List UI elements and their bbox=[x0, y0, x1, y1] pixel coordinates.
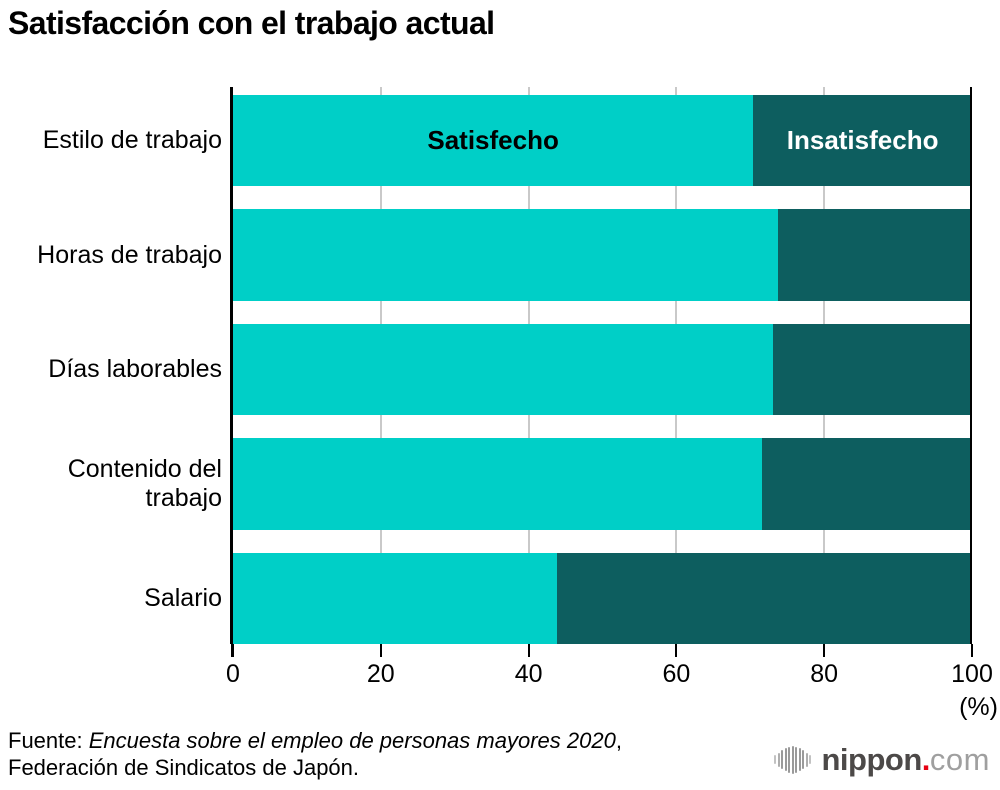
soundwave-icon bbox=[774, 745, 813, 774]
bar-segment-insatisfecho: Insatisfecho bbox=[753, 95, 972, 187]
plot-area: Satisfecho Insatisfecho bbox=[230, 87, 972, 644]
bar-segment-satisfecho bbox=[233, 552, 558, 644]
x-axis-tick bbox=[379, 644, 382, 657]
bar-segment-satisfecho bbox=[233, 323, 774, 416]
bar-row bbox=[233, 323, 972, 416]
x-axis-tick-label: 60 bbox=[662, 660, 691, 688]
category-label: Estilo de trabajo bbox=[42, 126, 222, 155]
bar-row bbox=[233, 209, 972, 301]
source-comma: , bbox=[615, 728, 622, 753]
bar-segment-satisfecho bbox=[233, 209, 779, 301]
source-line-2: Federación de Sindicatos de Japón. bbox=[8, 755, 360, 781]
category-labels: Estilo de trabajo Horas de trabajo Días la… bbox=[0, 87, 222, 644]
category-label: Contenido del trabajo bbox=[67, 454, 222, 512]
logo-dot: . bbox=[921, 742, 931, 777]
bar-row bbox=[233, 438, 972, 530]
nippon-logo: nippon. com bbox=[774, 744, 990, 775]
bar-segment-insatisfecho bbox=[773, 323, 972, 416]
x-axis-tick bbox=[527, 644, 530, 657]
bar-row bbox=[233, 552, 972, 644]
x-axis-tick-label: 20 bbox=[366, 660, 395, 688]
x-axis-unit: (%) bbox=[959, 693, 998, 721]
source-title: Encuesta sobre el empleo de personas may… bbox=[88, 728, 616, 753]
bar-row: Satisfecho Insatisfecho bbox=[233, 95, 972, 187]
x-axis-tick-label: 100 bbox=[951, 660, 993, 688]
bar-segment-insatisfecho bbox=[557, 552, 972, 644]
x-axis-tick-label: 0 bbox=[226, 660, 240, 688]
bars: Satisfecho Insatisfecho bbox=[233, 87, 972, 644]
x-axis-tick bbox=[231, 644, 234, 657]
logo-brand: nippon bbox=[821, 742, 923, 777]
logo-tld: com bbox=[929, 742, 990, 777]
x-axis-tick bbox=[971, 644, 973, 657]
source-line-1: Fuente: Encuesta sobre el empleo de pers… bbox=[8, 727, 622, 754]
y-axis-line bbox=[230, 87, 233, 644]
series-label-insatisfecho: Insatisfecho bbox=[786, 125, 939, 156]
category-label: Días laborables bbox=[48, 354, 222, 383]
x-axis-tick-label: 80 bbox=[810, 660, 839, 688]
bar-segment-satisfecho: Satisfecho bbox=[233, 95, 754, 187]
page-title: Satisfacción con el trabajo actual bbox=[8, 5, 495, 41]
source-note: Fuente: Encuesta sobre el empleo de pers… bbox=[8, 727, 622, 781]
category-label: Salario bbox=[144, 583, 222, 612]
series-label-satisfecho: Satisfecho bbox=[427, 125, 559, 156]
x-axis-tick bbox=[823, 644, 826, 657]
category-label: Horas de trabajo bbox=[37, 240, 222, 269]
bar-segment-insatisfecho bbox=[762, 438, 972, 530]
x-axis: (%) 0 20 40 60 80 100 bbox=[226, 644, 998, 734]
right-frame-line bbox=[970, 87, 972, 644]
bar-segment-insatisfecho bbox=[778, 209, 972, 301]
x-axis-tick bbox=[675, 644, 678, 657]
bar-segment-satisfecho bbox=[233, 438, 763, 530]
x-axis-tick-label: 40 bbox=[514, 660, 543, 688]
source-prefix: Fuente: bbox=[8, 728, 89, 753]
